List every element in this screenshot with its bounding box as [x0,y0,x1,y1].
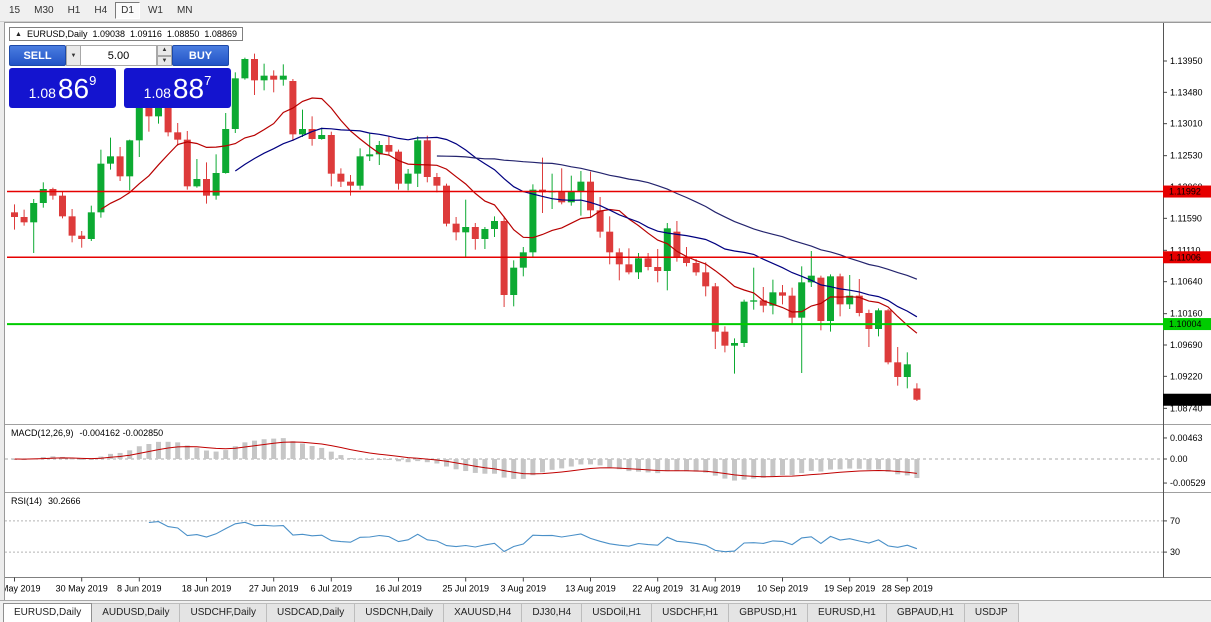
svg-text:8 Jun 2019: 8 Jun 2019 [117,584,162,594]
svg-text:1.13950: 1.13950 [1170,56,1203,66]
svg-text:1.10160: 1.10160 [1170,309,1203,319]
rsi-indicator-label: RSI(14) 30.2666 [11,496,81,506]
svg-text:31 Aug 2019: 31 Aug 2019 [690,584,741,594]
svg-text:3 Aug 2019: 3 Aug 2019 [501,584,547,594]
svg-text:1.08740: 1.08740 [1170,403,1203,413]
chart-tab-gbpusd-h1[interactable]: GBPUSD,H1 [728,603,809,622]
macd-values: -0.004162 -0.002850 [79,428,164,438]
candles-layer [11,53,921,401]
svg-text:18 Jun 2019: 18 Jun 2019 [182,584,232,594]
current-price-marker: 1.08869 [1163,393,1211,406]
chart-tab-usdcad-daily[interactable]: USDCAD,Daily [266,603,356,622]
ohlc-low: 1.08850 [166,29,200,39]
svg-text:22 Aug 2019: 22 Aug 2019 [632,584,683,594]
svg-text:6 Jul 2019: 6 Jul 2019 [311,584,353,594]
price-axis: 1.139501.134801.130101.125301.120601.115… [1163,56,1203,413]
chart-symbol-label: EURUSD,Daily [26,29,88,39]
price-chart[interactable]: 1.139501.134801.130101.125301.120601.115… [5,23,1211,601]
chart-tab-eurusd-h1[interactable]: EURUSD,H1 [807,603,887,622]
svg-text:1.09220: 1.09220 [1170,371,1203,381]
chart-tab-gbpaud-h1[interactable]: GBPAUD,H1 [885,603,965,622]
svg-text:1.13480: 1.13480 [1170,87,1203,97]
svg-text:1.12530: 1.12530 [1170,151,1203,161]
buy-price-big: 88 [172,73,205,105]
chart-window: 1.139501.134801.130101.125301.120601.115… [4,22,1211,600]
svg-text:1.11110: 1.11110 [1170,245,1201,255]
chart-tab-audusd-daily[interactable]: AUDUSD,Daily [91,603,181,622]
timeframe-button-w1[interactable]: W1 [147,5,163,16]
svg-text:1.10640: 1.10640 [1170,277,1203,287]
timeframe-button-m30[interactable]: M30 [34,5,54,16]
svg-text:25 Jul 2019: 25 Jul 2019 [442,584,489,594]
horizontal-levels: 1.11992 1.11006 1.10004 [7,185,1211,331]
timeframe-button-d1[interactable]: D1 [115,2,140,19]
macd-indicator-label: MACD(12,26,9) -0.004162 -0.002850 [11,428,163,438]
sell-price-prefix: 1.08 [28,85,56,101]
one-click-trading-panel: SELL ▼ ▲ ▼ BUY 1.08 86 9 1.08 88 7 [9,45,231,108]
svg-text:1.11590: 1.11590 [1170,213,1202,223]
svg-text:16 Jul 2019: 16 Jul 2019 [375,584,422,594]
volume-dropdown-button[interactable]: ▼ [66,45,81,66]
moving-averages [100,97,918,334]
sell-price-pip: 9 [89,73,97,88]
ohlc-high: 1.09116 [130,29,162,39]
sell-price-panel[interactable]: 1.08 86 9 [9,68,116,108]
svg-text:0.00463: 0.00463 [1170,433,1203,443]
timeframe-button-15[interactable]: 15 [9,5,21,16]
chart-tab-dj30-h4[interactable]: DJ30,H4 [521,603,583,622]
svg-text:70: 70 [1170,516,1180,526]
sell-button[interactable]: SELL [9,45,66,66]
svg-text:28 Sep 2019: 28 Sep 2019 [882,584,933,594]
arrow-up-icon: ▲ [161,47,168,54]
chart-tab-eurusd-daily[interactable]: EURUSD,Daily [3,603,93,622]
svg-text:13 Aug 2019: 13 Aug 2019 [565,584,616,594]
timeframe-button-h1[interactable]: H1 [67,5,81,16]
svg-text:0.00: 0.00 [1170,454,1188,464]
volume-stepper: ▲ ▼ [157,45,172,66]
timeframe-toolbar: 15 M30 H1 H4 D1 W1 MN [0,0,1211,22]
rsi-pane: 70 30 [5,516,1180,557]
timeframe-button-mn[interactable]: MN [176,5,193,16]
chevron-down-icon: ▼ [70,52,77,59]
date-axis: 21 May 2019 30 May 2019 8 Jun 2019 18 Jun 2… [5,577,933,594]
ohlc-close: 1.08869 [204,29,237,39]
buy-price-pip: 7 [204,73,212,88]
spin-down-button[interactable]: ▼ [157,55,172,66]
svg-text:1.10004: 1.10004 [1169,319,1202,329]
chart-tab-usdoil-h1[interactable]: USDOil,H1 [581,603,653,622]
buy-button[interactable]: BUY [172,45,229,66]
buy-price-panel[interactable]: 1.08 88 7 [124,68,231,108]
svg-text:19 Sep 2019: 19 Sep 2019 [824,584,875,594]
chart-tab-usdjp[interactable]: USDJP [963,603,1019,622]
svg-text:1.13010: 1.13010 [1170,119,1203,129]
timeframe-button-h4[interactable]: H4 [94,5,108,16]
macd-name: MACD(12,26,9) [11,428,74,438]
buy-price-prefix: 1.08 [143,85,171,101]
svg-text:10 Sep 2019: 10 Sep 2019 [757,584,808,594]
chart-tab-xauusd-h4[interactable]: XAUUSD,H4 [443,603,523,622]
chart-symbol-icon: ▲ [15,30,22,38]
svg-text:1.11006: 1.11006 [1169,252,1201,262]
svg-text:27 Jun 2019: 27 Jun 2019 [249,584,299,594]
macd-pane: 0.00463 0.00 -0.00529 [5,433,1206,488]
chart-tab-usdchf-daily[interactable]: USDCHF,Daily [179,603,268,622]
svg-text:-0.00529: -0.00529 [1170,478,1206,488]
svg-text:21 May 2019: 21 May 2019 [5,584,41,594]
svg-text:1.11992: 1.11992 [1169,187,1201,197]
svg-text:30 May 2019: 30 May 2019 [56,584,108,594]
symbol-tabs: EURUSD,Daily AUDUSD,Daily USDCHF,Daily USDC… [0,600,1211,622]
chart-tab-usdchf-h1[interactable]: USDCHF,H1 [651,603,730,622]
ohlc-open: 1.09038 [92,29,125,39]
volume-input[interactable] [81,45,157,66]
arrow-down-icon: ▼ [161,57,168,64]
svg-text:1.09690: 1.09690 [1170,340,1203,350]
sell-price-big: 86 [57,73,90,105]
rsi-value: 30.2666 [48,496,81,506]
chart-ohlc-header[interactable]: ▲ EURUSD,Daily 1.09038 1.09116 1.08850 1… [9,27,243,41]
rsi-name: RSI(14) [11,496,43,506]
svg-text:1.08869: 1.08869 [1169,395,1202,405]
spin-up-button[interactable]: ▲ [157,45,172,56]
svg-text:30: 30 [1170,547,1180,557]
chart-tab-usdcnh-daily[interactable]: USDCNH,Daily [354,603,445,622]
